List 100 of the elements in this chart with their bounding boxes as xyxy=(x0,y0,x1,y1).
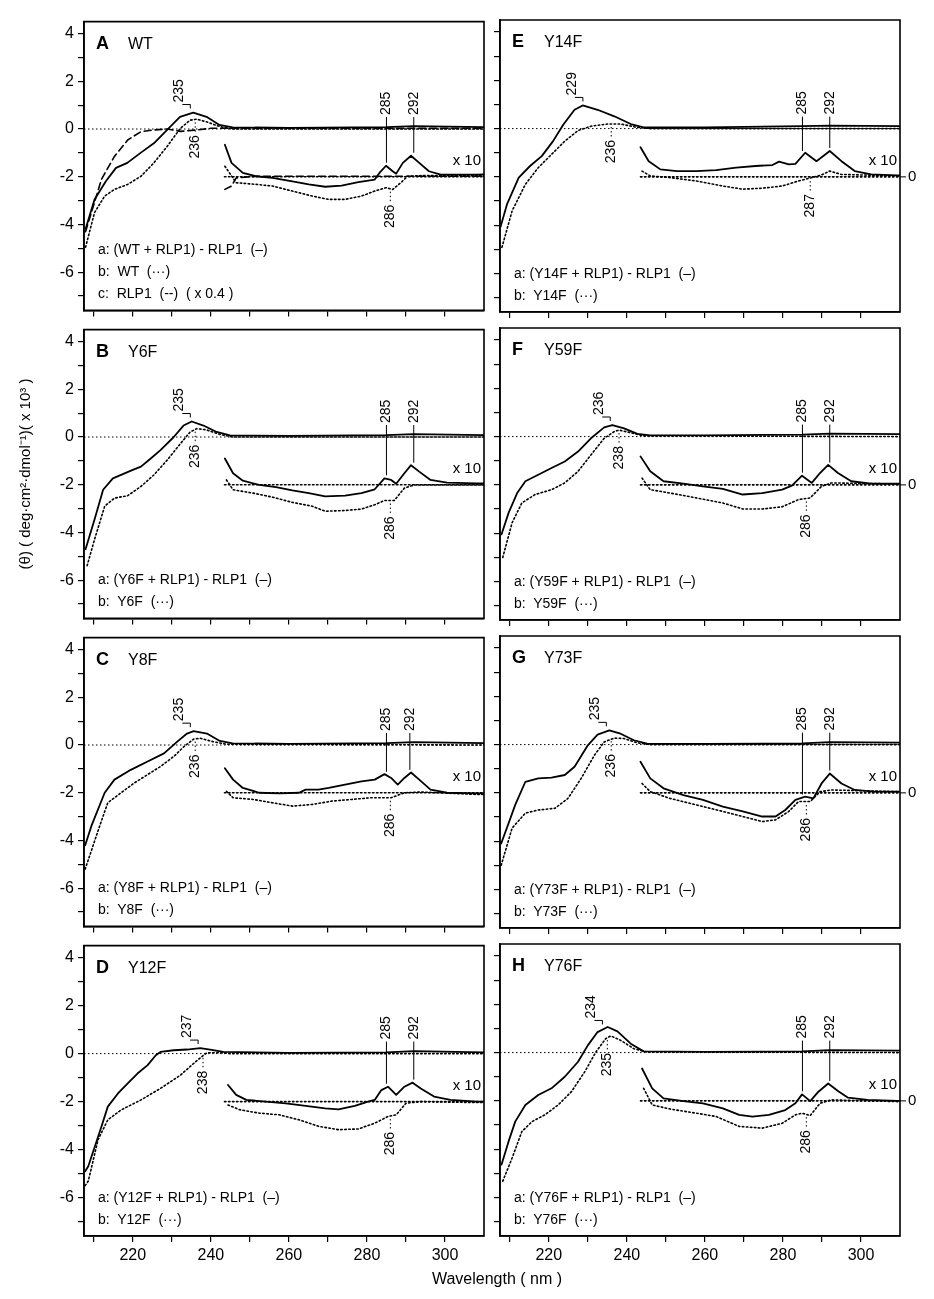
y-tick-label: -6 xyxy=(59,878,75,896)
annotation: a: (Y73F + RLP1) - RLP1 (–) xyxy=(514,881,696,897)
annotation: a: (Y8F + RLP1) - RLP1 (–) xyxy=(98,879,272,896)
x-tick-label: 240 xyxy=(197,1246,225,1264)
annotation: a: (Y12F + RLP1) - RLP1 (–) xyxy=(98,1189,280,1205)
annotation: x 10 xyxy=(452,458,481,476)
y-tick-label: 4 xyxy=(65,331,75,349)
annotation: b: Y76F (···) xyxy=(514,1211,598,1227)
y-tick-label: -6 xyxy=(59,1188,75,1206)
annotation: b: Y14F (···) xyxy=(514,287,598,303)
annotation: 286 xyxy=(381,516,398,540)
annotation: 235 xyxy=(598,1052,615,1077)
annotation: 235 xyxy=(170,78,187,103)
x-tick-label: 220 xyxy=(535,1246,563,1264)
text: Y59F xyxy=(544,341,583,358)
annotation: 238 xyxy=(609,445,626,470)
annotation: x 10 xyxy=(868,1074,897,1092)
text: B xyxy=(96,340,109,361)
annotation: 292 xyxy=(820,91,837,115)
annotation: 285 xyxy=(793,1015,810,1039)
y-axis-title: (θ) ( deg·cm²·dmol⁻¹)( x 10³ ) xyxy=(15,378,34,570)
text: F xyxy=(512,339,523,359)
annotation: a: (Y14F + RLP1) - RLP1 (–) xyxy=(514,265,696,281)
text: Y14F xyxy=(544,33,583,50)
annotation: 285 xyxy=(377,707,394,731)
y-tick-label: -2 xyxy=(59,1092,75,1110)
annotation: 292 xyxy=(820,1015,837,1039)
annotation: 236 xyxy=(186,754,203,778)
x-tick-label: 260 xyxy=(691,1246,719,1264)
y-tick-label: 0 xyxy=(65,119,75,137)
annotation: 287 xyxy=(801,193,818,218)
y-tick-label: 2 xyxy=(65,687,75,705)
annotation: x 10 xyxy=(452,150,481,168)
annotation: 234 xyxy=(582,994,599,1019)
annotation: 285 xyxy=(793,91,810,115)
annotation: b: Y59F (···) xyxy=(514,595,598,611)
annotation: 286 xyxy=(381,204,398,229)
text: Y6F xyxy=(128,342,158,360)
annotation: x 10 xyxy=(452,1075,481,1093)
annotation: 235 xyxy=(170,387,187,412)
annotation: 0 xyxy=(908,783,917,800)
text: D xyxy=(96,956,109,977)
annotation: x 10 xyxy=(868,766,897,784)
annotation: 285 xyxy=(377,399,394,423)
y-tick-label: -6 xyxy=(59,262,75,280)
y-tick-label: 0 xyxy=(65,427,75,445)
text: E xyxy=(512,31,525,51)
annotation: b: Y12F (···) xyxy=(98,1211,182,1227)
annotation: 236 xyxy=(602,753,619,778)
annotation: 0 xyxy=(908,1091,917,1108)
annotation: 236 xyxy=(590,391,607,416)
annotation: 286 xyxy=(381,813,398,838)
annotation: 292 xyxy=(404,399,421,423)
annotation: 238 xyxy=(193,1070,210,1095)
text: C xyxy=(96,648,109,669)
annotation: x 10 xyxy=(868,458,897,476)
y-tick-label: -4 xyxy=(59,1140,75,1158)
y-tick-label: 2 xyxy=(65,996,75,1014)
annotation: b: Y73F (···) xyxy=(514,903,598,919)
y-tick-label: 0 xyxy=(65,1044,75,1062)
y-tick-label: -2 xyxy=(59,475,75,493)
x-tick-label: 260 xyxy=(275,1246,303,1264)
annotation: a: (Y76F + RLP1) - RLP1 (–) xyxy=(514,1189,696,1205)
annotation: 236 xyxy=(602,139,619,164)
x-tick-label: 300 xyxy=(431,1246,459,1264)
y-tick-label: 0 xyxy=(65,735,75,753)
annotation: 229 xyxy=(562,71,579,96)
text: Y76F xyxy=(544,957,583,974)
y-tick-label: 4 xyxy=(65,639,75,657)
annotation: 285 xyxy=(377,1016,394,1040)
x-tick-label: 300 xyxy=(847,1246,875,1264)
y-tick-label: -2 xyxy=(59,783,75,801)
y-tick-label: 2 xyxy=(65,379,75,397)
annotation: 285 xyxy=(793,707,810,731)
annotation: c: RLP1 (--) ( x 0.4 ) xyxy=(98,285,234,302)
annotation: b: Y6F (···) xyxy=(98,593,174,610)
annotation: 286 xyxy=(797,817,814,842)
y-tick-label: -2 xyxy=(59,167,75,185)
annotation: 292 xyxy=(820,707,837,731)
annotation: 286 xyxy=(797,514,814,538)
x-tick-label: 240 xyxy=(613,1246,641,1264)
y-tick-label: -4 xyxy=(59,214,75,232)
annotation: a: (Y6F + RLP1) - RLP1 (–) xyxy=(98,571,272,588)
annotation: 292 xyxy=(820,399,837,423)
text: WT xyxy=(128,34,154,52)
text: Y8F xyxy=(128,650,158,668)
annotation: 286 xyxy=(797,1129,814,1154)
annotation: a: (Y59F + RLP1) - RLP1 (–) xyxy=(514,573,696,589)
text: A xyxy=(96,32,109,53)
annotation: 292 xyxy=(404,91,421,115)
annotation: x 10 xyxy=(868,150,897,168)
text: H xyxy=(512,955,525,975)
annotation: b: WT (···) xyxy=(98,263,171,280)
y-tick-label: -4 xyxy=(59,830,75,848)
annotation: 235 xyxy=(586,696,603,721)
annotation: 237 xyxy=(177,1014,194,1039)
annotation: 292 xyxy=(404,1016,421,1040)
text: G xyxy=(512,647,527,667)
text: Y73F xyxy=(544,649,583,666)
annotation: 285 xyxy=(793,399,810,423)
